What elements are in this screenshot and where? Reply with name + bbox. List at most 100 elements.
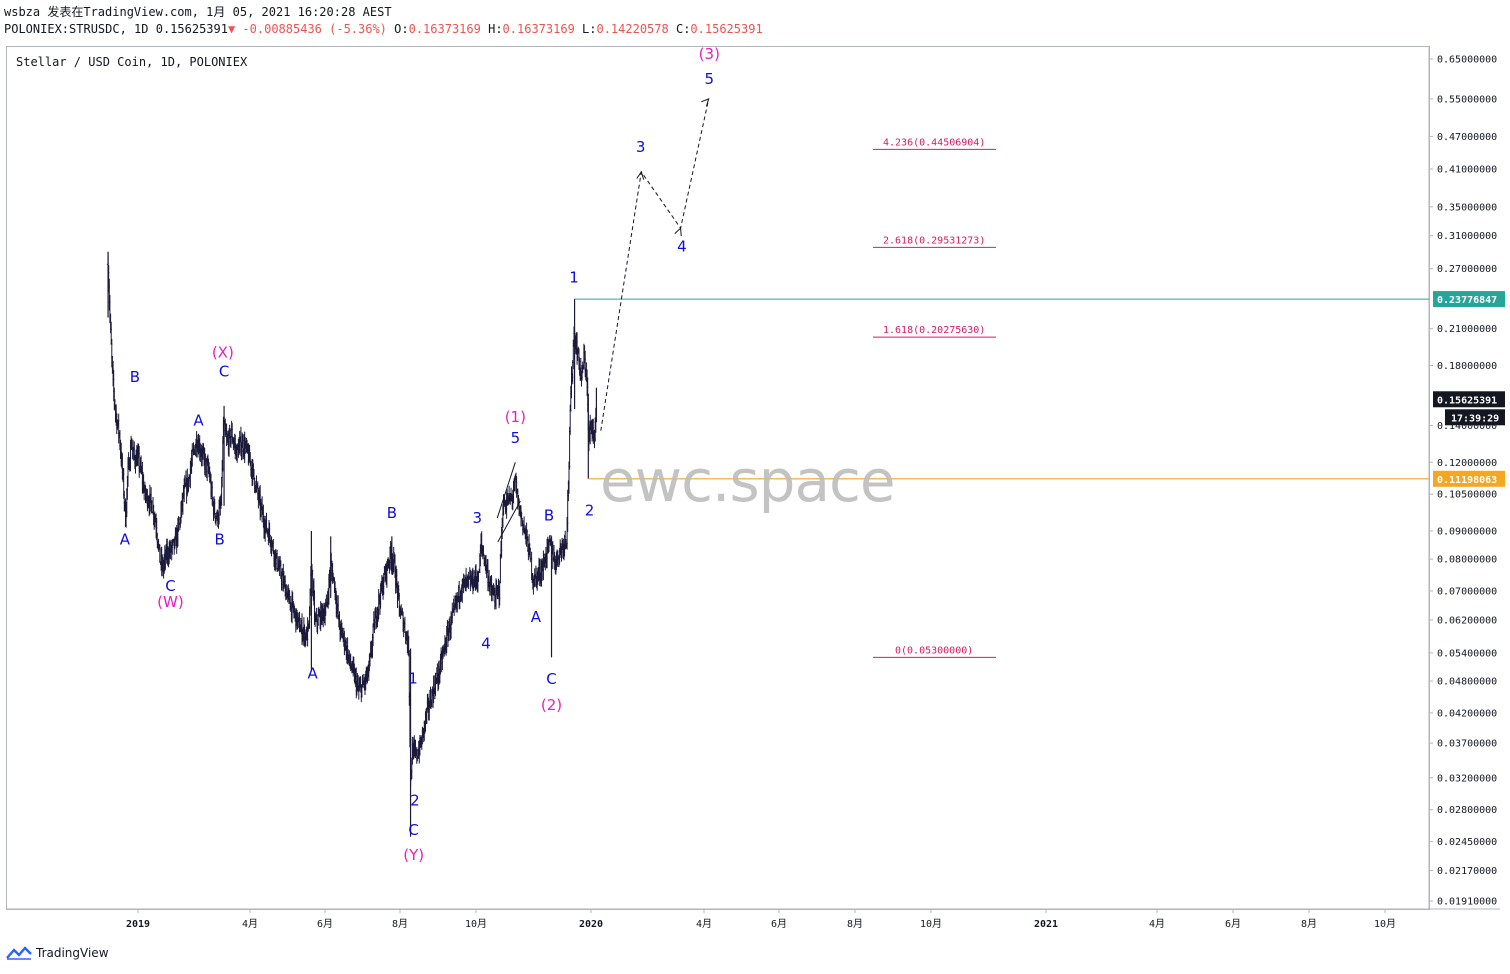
wave-label: 1 — [569, 268, 579, 286]
countdown-badge: 17:39:29 — [1451, 413, 1499, 424]
price-tick-label: 0.02800000 — [1437, 805, 1497, 816]
close-label: C: — [675, 22, 691, 36]
symbol-title: Stellar / USD Coin, 1D, POLONIEX — [16, 55, 248, 69]
price-tick-label: 0.08000000 — [1437, 555, 1497, 566]
price-tick-label: 0.35000000 — [1437, 202, 1497, 213]
price-tick-label: 0.09000000 — [1437, 526, 1497, 537]
time-tick-label: 10月 — [1374, 918, 1396, 930]
watermark: ewc.space — [600, 447, 896, 515]
support-price-badge: 0.11198063 — [1437, 475, 1497, 486]
price-tick-label: 0.05400000 — [1437, 648, 1497, 659]
symbol-info: POLONIEX:STRUSDC, 1D 0.15625391 — [4, 22, 228, 36]
wave-label: (2) — [541, 696, 562, 714]
wave-label: (3) — [699, 45, 720, 63]
candle-series — [106, 254, 597, 787]
time-tick-label: 2019 — [126, 919, 150, 930]
wave-label: B — [130, 368, 140, 386]
price-tick-label: 0.27000000 — [1437, 264, 1497, 275]
wave-label: 5 — [511, 429, 521, 447]
wave-label: A — [308, 665, 319, 683]
wave-label: C — [546, 670, 556, 688]
last-price-badge-bg — [1433, 391, 1505, 408]
last-price-badge: 0.15625391 — [1437, 395, 1497, 406]
time-tick-label: 2021 — [1034, 919, 1058, 930]
time-tick-label: 2020 — [579, 919, 603, 930]
low-value: 0.14220578 — [596, 22, 669, 36]
open-label: O: — [394, 22, 409, 36]
price-tick-label: 0.12000000 — [1437, 458, 1497, 469]
projection-path — [600, 98, 710, 431]
tradingview-logo-icon — [6, 946, 32, 960]
tradingview-brand: TradingView — [36, 946, 109, 960]
wave-label: 2 — [585, 502, 595, 520]
price-change: ▼ -0.00885436 (-5.36%) — [227, 22, 387, 36]
wave-label: B — [544, 507, 554, 525]
tradingview-footer[interactable]: TradingView — [6, 946, 109, 960]
price-tick-label: 0.04800000 — [1437, 677, 1497, 688]
time-tick-label: 8月 — [847, 918, 863, 930]
time-tick-label: 4月 — [696, 918, 712, 930]
high-label: H: — [488, 22, 503, 36]
ohlc-line: POLONIEX:STRUSDC, 1D 0.15625391▼ -0.0088… — [4, 21, 763, 38]
time-tick-label: 4月 — [242, 918, 258, 930]
wave-label: C — [165, 577, 175, 595]
wave-label: B — [387, 504, 397, 522]
wave-label: 4 — [481, 635, 491, 653]
wave-label: (W) — [157, 593, 184, 611]
ending-diagonal-line — [497, 500, 521, 543]
ending-diagonal-line — [496, 462, 516, 519]
wave-label: A — [193, 411, 204, 429]
price-tick-label: 0.01910000 — [1437, 897, 1497, 908]
time-tick-label: 4月 — [1149, 918, 1165, 930]
high-value: 0.16373169 — [502, 22, 575, 36]
fib-level-label: 0(0.05300000) — [895, 645, 973, 656]
wave-label: (1) — [505, 408, 526, 426]
wave-label: B — [215, 531, 225, 549]
projection-arrowhead — [674, 227, 682, 237]
time-tick-label: 6月 — [317, 918, 333, 930]
time-tick-label: 8月 — [1301, 918, 1317, 930]
support-price-badge-bg — [1433, 470, 1505, 487]
time-tick-label: 8月 — [392, 918, 408, 930]
wave-label: (X) — [212, 344, 234, 362]
wave-label: 5 — [705, 70, 715, 88]
price-tick-label: 0.65000000 — [1437, 55, 1497, 66]
wave-label: 2 — [410, 791, 420, 809]
price-tick-label: 0.04200000 — [1437, 708, 1497, 719]
price-tick-label: 0.18000000 — [1437, 361, 1497, 372]
wave-label: A — [120, 531, 131, 549]
price-tick-label: 0.10500000 — [1437, 490, 1497, 501]
time-tick-label: 10月 — [920, 918, 942, 930]
resistance-price-badge: 0.23776847 — [1437, 295, 1497, 306]
fib-level-label: 1.618(0.20275630) — [883, 325, 985, 336]
projection-arrowhead — [701, 98, 710, 107]
wave-label: 3 — [636, 138, 646, 156]
time-tick-label: 6月 — [1225, 918, 1241, 930]
price-tick-label: 0.31000000 — [1437, 231, 1497, 242]
fib-level-label: 4.236(0.44506904) — [883, 137, 985, 148]
price-tick-label: 0.02450000 — [1437, 837, 1497, 848]
wave-label: 4 — [677, 238, 687, 256]
wave-label: C — [219, 362, 229, 380]
wave-label: 3 — [473, 509, 483, 527]
price-tick-label: 0.55000000 — [1437, 94, 1497, 105]
publish-line: wsbza 发表在TradingView.com, 1月 05, 2021 16… — [4, 5, 392, 19]
close-value: 0.15625391 — [690, 22, 763, 36]
price-tick-label: 0.21000000 — [1437, 324, 1497, 335]
price-tick-label: 0.14000000 — [1437, 421, 1497, 432]
wave-label: A — [531, 608, 542, 626]
chart-header: wsbza 发表在TradingView.com, 1月 05, 2021 16… — [4, 4, 763, 38]
price-tick-label: 0.41000000 — [1437, 165, 1497, 176]
resistance-price-badge-bg — [1433, 291, 1505, 308]
open-value: 0.16373169 — [408, 22, 481, 36]
wave-label: (Y) — [403, 846, 424, 864]
price-tick-label: 0.03700000 — [1437, 739, 1497, 750]
low-label: L: — [582, 22, 597, 36]
price-tick-label: 0.07000000 — [1437, 586, 1497, 597]
price-tick-label: 0.47000000 — [1437, 132, 1497, 143]
wave-label: C — [408, 821, 418, 839]
fib-level-label: 2.618(0.29531273) — [883, 235, 985, 246]
time-tick-label: 6月 — [771, 918, 787, 930]
price-tick-label: 0.02170000 — [1437, 866, 1497, 877]
